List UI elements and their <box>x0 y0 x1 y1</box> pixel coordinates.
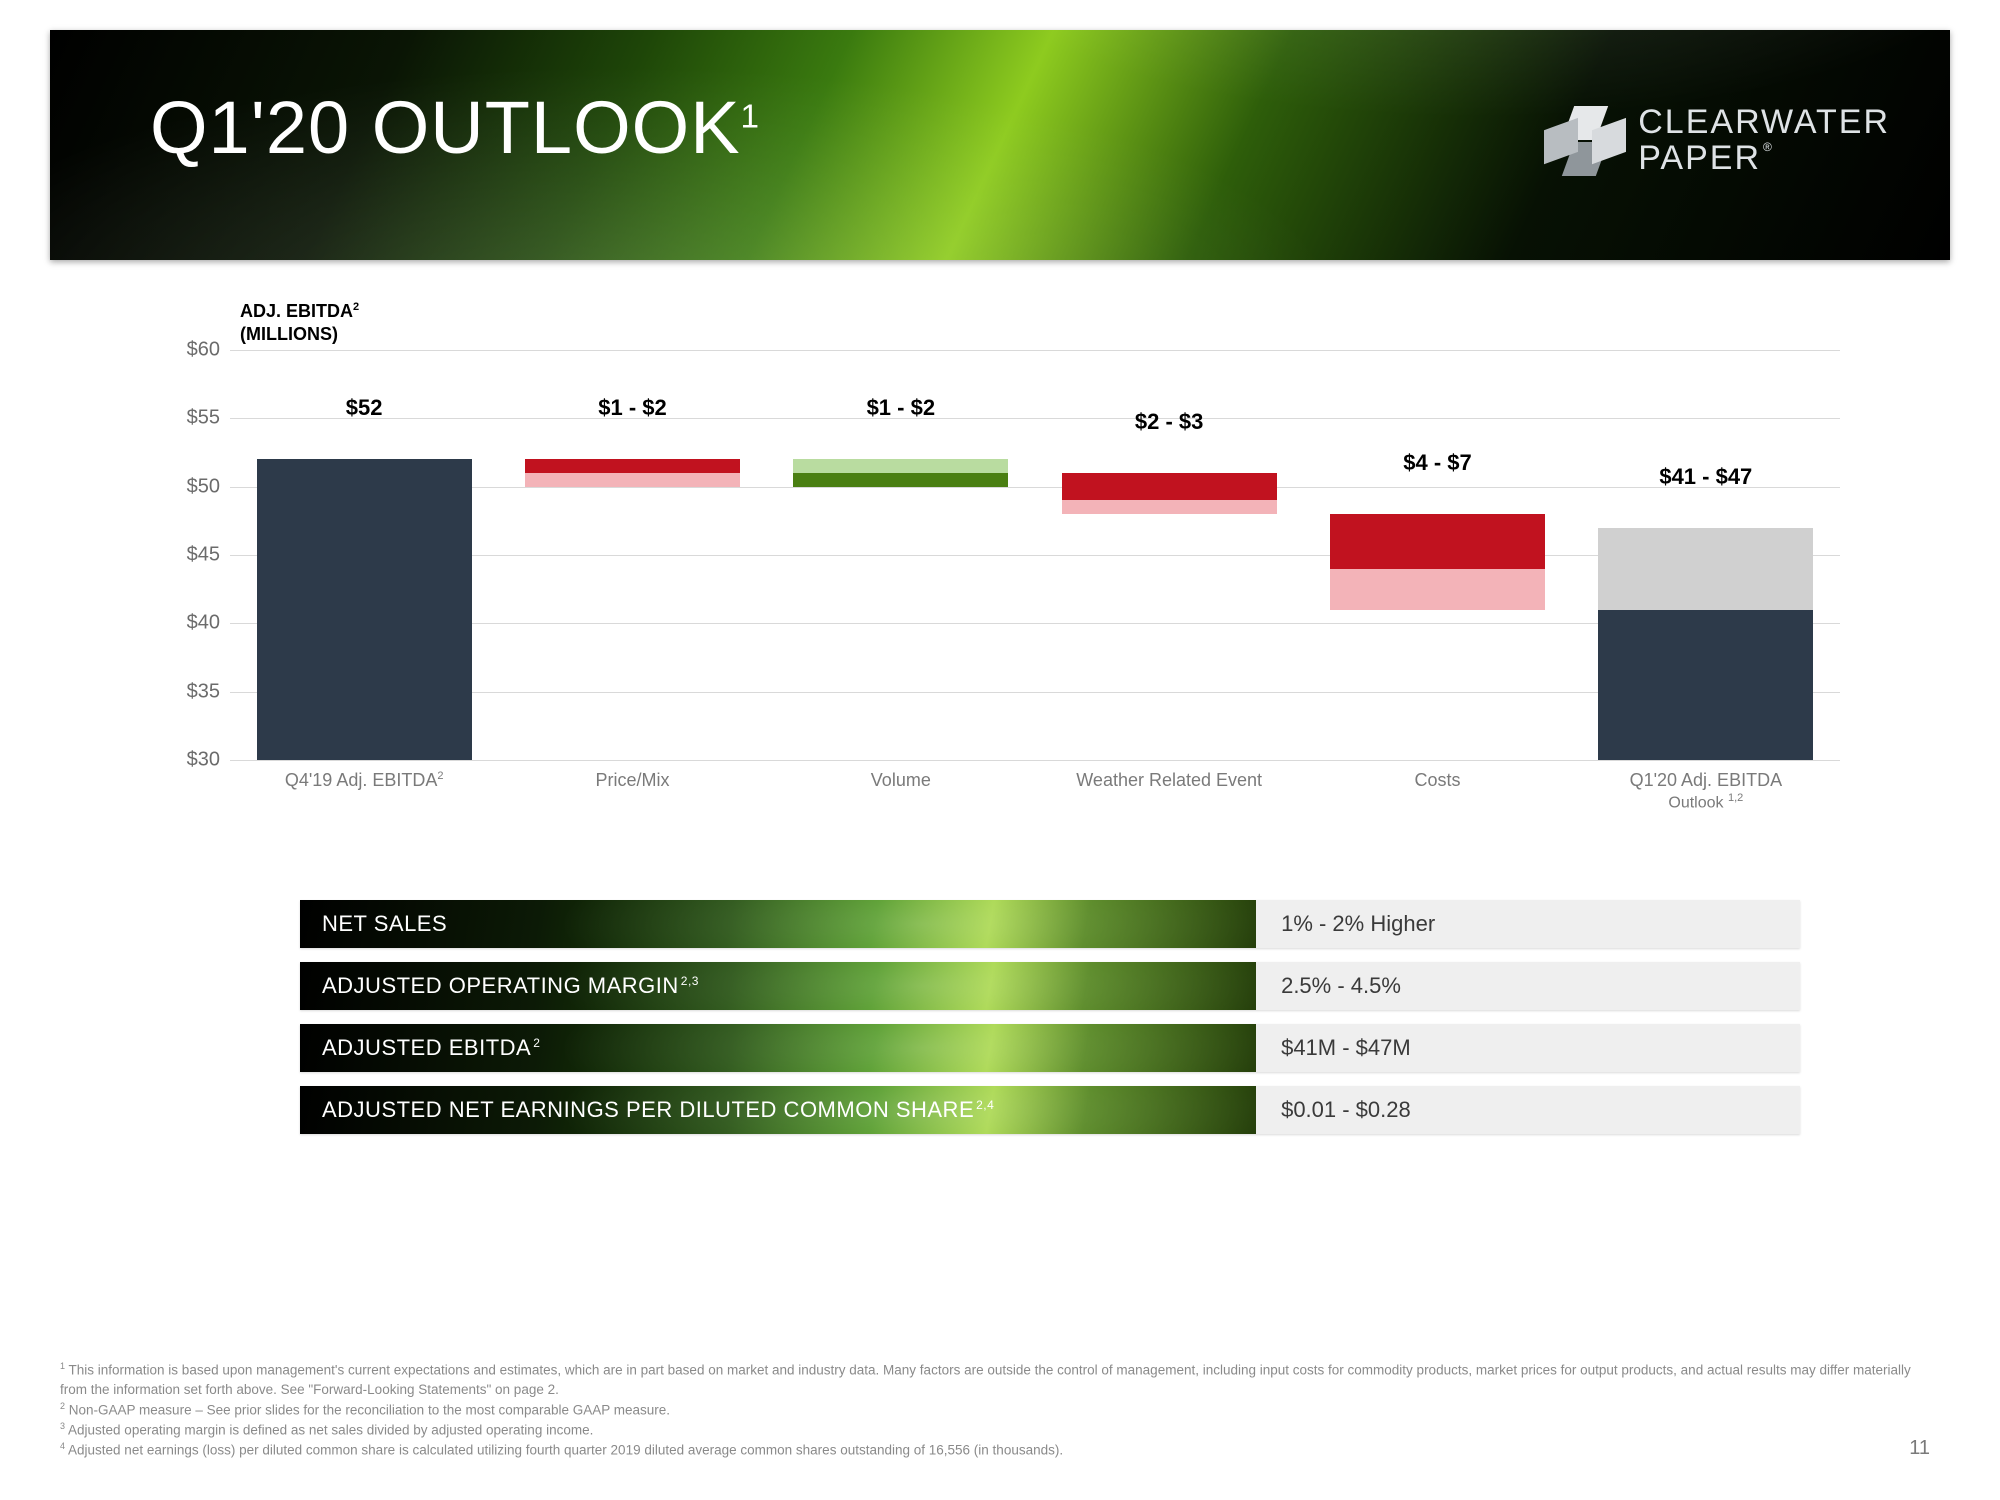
footnote: 3 Adjusted operating margin is defined a… <box>60 1420 1940 1440</box>
bar-value-label: $2 - $3 <box>1035 409 1303 441</box>
metric-value: $0.01 - $0.28 <box>1256 1086 1800 1134</box>
footnote: 1 This information is based upon managem… <box>60 1360 1940 1400</box>
bar-value-label: $1 - $2 <box>498 395 766 427</box>
logo-mark-icon <box>1550 106 1620 176</box>
chart-column: $1 - $2Price/Mix <box>498 350 766 760</box>
x-axis-label: Q1'20 Adj. EBITDAOutlook 1,2 <box>1545 760 1867 812</box>
metric-row: ADJUSTED NET EARNINGS PER DILUTED COMMON… <box>300 1086 1800 1134</box>
chart-plot-area: $30$35$40$45$50$55$60$52Q4'19 Adj. EBITD… <box>230 350 1840 760</box>
chart-column: $1 - $2Volume <box>767 350 1035 760</box>
y-axis-label: $35 <box>160 680 220 703</box>
chart-column: $41 - $47Q1'20 Adj. EBITDAOutlook 1,2 <box>1572 350 1840 760</box>
bar-segment <box>1330 569 1545 610</box>
bar-segment <box>257 459 472 760</box>
metric-label: ADJUSTED NET EARNINGS PER DILUTED COMMON… <box>300 1086 1256 1134</box>
y-axis-label: $45 <box>160 544 220 567</box>
footnotes: 1 This information is based upon managem… <box>60 1360 1940 1460</box>
page-title: Q1'20 OUTLOOK1 <box>150 85 760 170</box>
y-axis-label: $55 <box>160 407 220 430</box>
metric-row: NET SALES1% - 2% Higher <box>300 900 1800 948</box>
y-axis-label: $60 <box>160 339 220 362</box>
metrics-table: NET SALES1% - 2% HigherADJUSTED OPERATIN… <box>300 900 1800 1148</box>
bar-segment <box>1598 610 1813 760</box>
metric-value: $41M - $47M <box>1256 1024 1800 1072</box>
bar-value-label: $4 - $7 <box>1303 450 1571 482</box>
metric-value: 1% - 2% Higher <box>1256 900 1800 948</box>
page-title-sup: 1 <box>741 98 761 135</box>
chart-title: ADJ. EBITDA2 (MILLIONS) <box>240 300 359 345</box>
chart-column: $52Q4'19 Adj. EBITDA2 <box>230 350 498 760</box>
metric-label: ADJUSTED OPERATING MARGIN2,3 <box>300 962 1256 1010</box>
metric-row: ADJUSTED OPERATING MARGIN2,32.5% - 4.5% <box>300 962 1800 1010</box>
bar-value-label: $41 - $47 <box>1572 464 1840 496</box>
bar-segment <box>1598 528 1813 610</box>
ebitda-waterfall-chart: ADJ. EBITDA2 (MILLIONS) $30$35$40$45$50$… <box>130 300 1870 820</box>
bar-segment <box>1062 473 1277 500</box>
y-axis-label: $50 <box>160 475 220 498</box>
bar-segment <box>793 473 1008 487</box>
chart-column: $2 - $3Weather Related Event <box>1035 350 1303 760</box>
metric-label: NET SALES <box>300 900 1256 948</box>
bar-segment <box>1330 514 1545 569</box>
bar-segment <box>525 473 740 487</box>
bar-segment <box>793 459 1008 473</box>
bar-segment <box>525 459 740 473</box>
metric-label: ADJUSTED EBITDA2 <box>300 1024 1256 1072</box>
bar-value-label: $52 <box>230 395 498 427</box>
page-title-text: Q1'20 OUTLOOK <box>150 86 741 169</box>
bar-segment <box>1062 500 1277 514</box>
footnote: 2 Non-GAAP measure – See prior slides fo… <box>60 1400 1940 1420</box>
footnote: 4 Adjusted net earnings (loss) per dilut… <box>60 1440 1940 1460</box>
company-logo: CLEARWATER PAPER® <box>1550 105 1890 176</box>
y-axis-label: $40 <box>160 612 220 635</box>
logo-text: CLEARWATER PAPER® <box>1638 105 1890 176</box>
metric-value: 2.5% - 4.5% <box>1256 962 1800 1010</box>
page-number: 11 <box>1909 1437 1930 1460</box>
title-banner: Q1'20 OUTLOOK1 CLEARWATER PAPER® <box>50 30 1950 260</box>
chart-column: $4 - $7Costs <box>1303 350 1571 760</box>
metric-row: ADJUSTED EBITDA2$41M - $47M <box>300 1024 1800 1072</box>
bar-value-label: $1 - $2 <box>767 395 1035 427</box>
